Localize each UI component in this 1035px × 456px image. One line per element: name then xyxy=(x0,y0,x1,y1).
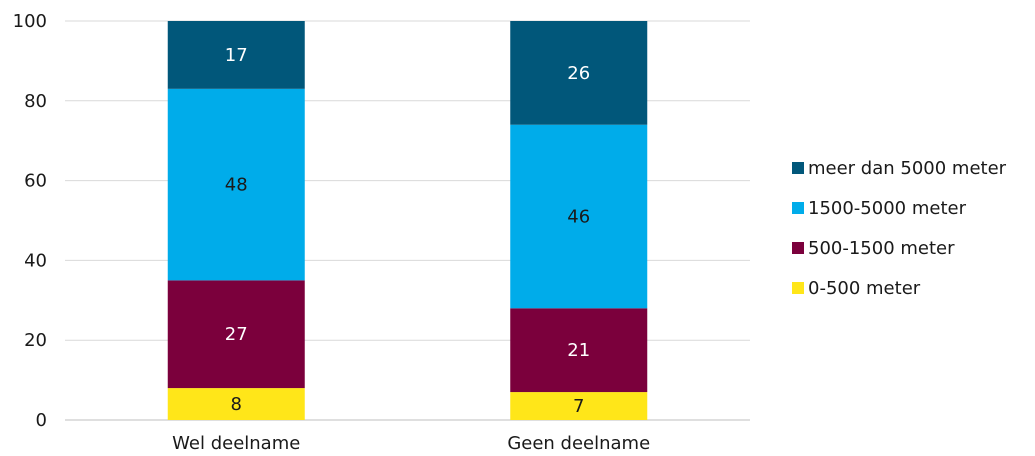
data-label-wel-deelname-500-1500-meter: 27 xyxy=(225,324,248,345)
bar-wel-deelname-meer-dan-5000-meter xyxy=(167,21,305,89)
bar-wel-deelname-500-1500-meter xyxy=(167,280,305,389)
y-tick-label-100: 100 xyxy=(13,11,47,32)
data-label-geen-deelname-0-500-meter: 7 xyxy=(573,396,584,417)
legend-swatch-1500-5000-meter xyxy=(792,202,804,214)
legend-item-meer-dan-5000-meter: meer dan 5000 meter xyxy=(792,158,1007,179)
data-label-wel-deelname-0-500-meter: 8 xyxy=(231,394,242,415)
legend-label-500-1500-meter: 500-1500 meter xyxy=(808,238,955,259)
y-tick-label-60: 60 xyxy=(24,171,47,192)
legend-label-meer-dan-5000-meter: meer dan 5000 meter xyxy=(808,158,1007,179)
data-label-geen-deelname-1500-5000-meter: 46 xyxy=(567,207,590,228)
bar-wel-deelname-0-500-meter xyxy=(167,388,305,420)
bars: 8 27 48 17 7 21 46 26 xyxy=(167,21,648,420)
legend-item-0-500-meter: 0-500 meter xyxy=(792,278,921,299)
x-axis-labels: Wel deelname Geen deelname xyxy=(172,433,650,454)
y-tick-label-80: 80 xyxy=(24,91,47,112)
bar-wel-deelname-1500-5000-meter xyxy=(167,88,305,281)
legend-label-1500-5000-meter: 1500-5000 meter xyxy=(808,198,967,219)
bar-geen-deelname-meer-dan-5000-meter xyxy=(510,21,648,125)
bar-geen-deelname-500-1500-meter xyxy=(510,308,648,393)
data-label-wel-deelname-1500-5000-meter: 48 xyxy=(225,175,248,196)
legend-swatch-500-1500-meter xyxy=(792,242,804,254)
legend-item-1500-5000-meter: 1500-5000 meter xyxy=(792,198,967,219)
bar-geen-deelname-0-500-meter xyxy=(510,392,648,420)
y-tick-label-40: 40 xyxy=(24,250,47,271)
data-label-geen-deelname-500-1500-meter: 21 xyxy=(567,340,590,361)
legend-swatch-meer-dan-5000-meter xyxy=(792,162,804,174)
legend-label-0-500-meter: 0-500 meter xyxy=(808,278,921,299)
x-tick-label-wel-deelname: Wel deelname xyxy=(172,433,300,454)
x-tick-label-geen-deelname: Geen deelname xyxy=(507,433,650,454)
legend-item-500-1500-meter: 500-1500 meter xyxy=(792,238,955,259)
legend-swatch-0-500-meter xyxy=(792,282,804,294)
data-label-geen-deelname-meer-dan-5000-meter: 26 xyxy=(567,63,590,84)
data-label-wel-deelname-meer-dan-5000-meter: 17 xyxy=(225,45,248,66)
y-axis-ticks: 0 20 40 60 80 100 xyxy=(13,11,47,431)
y-tick-label-20: 20 xyxy=(24,330,47,351)
bar-geen-deelname-1500-5000-meter xyxy=(510,124,648,309)
legend: meer dan 5000 meter 1500-5000 meter 500-15… xyxy=(792,158,1007,299)
y-tick-label-0: 0 xyxy=(36,410,47,431)
